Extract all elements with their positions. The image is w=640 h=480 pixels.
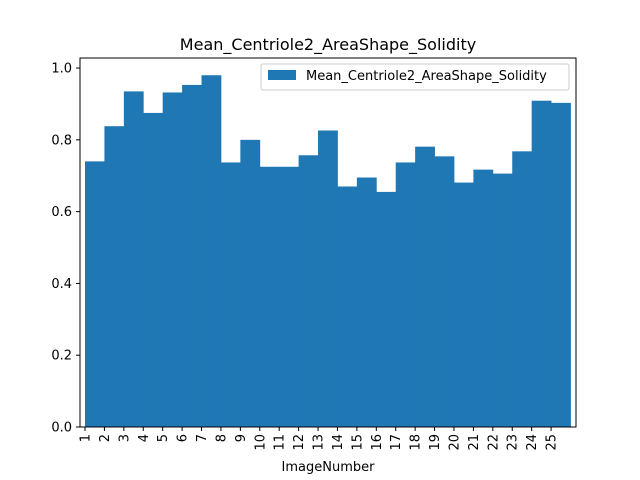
x-tick-label: 5 bbox=[156, 434, 171, 442]
bar-2 bbox=[104, 126, 125, 428]
y-tick-label: 0.8 bbox=[51, 133, 72, 148]
y-tick-label: 0.2 bbox=[51, 349, 72, 364]
x-tick-label: 24 bbox=[525, 434, 540, 451]
y-tick-label: 0.6 bbox=[51, 205, 72, 220]
bar-10 bbox=[259, 166, 280, 428]
plot-frame bbox=[79, 57, 577, 428]
legend-box bbox=[260, 63, 570, 91]
bar-13 bbox=[318, 130, 338, 427]
bar-11 bbox=[279, 166, 300, 428]
bar-20 bbox=[453, 182, 474, 427]
bar-15 bbox=[356, 177, 377, 427]
bar-12 bbox=[298, 155, 319, 427]
x-axis-label: ImageNumber bbox=[282, 460, 376, 475]
bar-9 bbox=[240, 139, 261, 428]
x-tick-label: 12 bbox=[292, 434, 307, 451]
x-tick-label: 6 bbox=[176, 434, 191, 442]
x-tick-label: 9 bbox=[234, 434, 249, 442]
bar-5 bbox=[162, 92, 183, 428]
bar-19 bbox=[434, 156, 455, 427]
x-tick-label: 13 bbox=[312, 434, 327, 451]
x-tick-label: 14 bbox=[331, 434, 346, 451]
x-tick-label: 8 bbox=[214, 434, 229, 442]
x-tick-label: 10 bbox=[253, 434, 268, 451]
x-tick-label: 25 bbox=[545, 434, 560, 451]
x-tick-label: 18 bbox=[409, 434, 424, 451]
bar-21 bbox=[473, 169, 494, 427]
x-tick-label: 3 bbox=[117, 434, 132, 442]
bar-25 bbox=[551, 102, 571, 427]
legend-label: Mean_Centriole2_AreaShape_Solidity bbox=[306, 69, 547, 84]
x-tick-label: 20 bbox=[447, 434, 462, 451]
y-tick-label: 0.0 bbox=[51, 421, 72, 436]
legend-swatch bbox=[268, 70, 296, 80]
x-tick-label: 21 bbox=[467, 434, 482, 451]
bar-17 bbox=[395, 162, 416, 427]
bar-8 bbox=[220, 162, 241, 427]
bar-14 bbox=[337, 186, 358, 427]
x-tick-label: 4 bbox=[137, 434, 152, 442]
x-tick-label: 16 bbox=[370, 434, 385, 451]
x-tick-label: 2 bbox=[98, 434, 113, 442]
chart-title: Mean_Centriole2_AreaShape_Solidity bbox=[180, 35, 476, 55]
bar-4 bbox=[143, 112, 164, 428]
x-axis: 1 2 3 4 5 6 7 8 9 10 11 12 13 14 15 16 17 18 19 20 21 22 23 24 2… bbox=[79, 427, 560, 451]
bar-18 bbox=[415, 146, 435, 427]
x-tick-label: 19 bbox=[428, 434, 443, 451]
bar-16 bbox=[376, 191, 397, 427]
x-tick-label: 1 bbox=[79, 434, 94, 442]
bars-group bbox=[85, 75, 571, 428]
y-tick-label: 1.0 bbox=[51, 62, 72, 77]
bar-3 bbox=[123, 91, 144, 427]
x-tick-label: 11 bbox=[273, 434, 288, 451]
x-tick-label: 15 bbox=[350, 434, 365, 451]
bar-24 bbox=[531, 100, 552, 428]
x-tick-label: 23 bbox=[506, 434, 521, 451]
y-axis: 0.0 0.2 0.4 0.6 0.8 1.0 bbox=[51, 62, 80, 436]
bar-7 bbox=[201, 75, 222, 428]
x-tick-label: 7 bbox=[195, 434, 210, 442]
x-tick-label: 22 bbox=[486, 434, 501, 451]
bar-6 bbox=[182, 84, 202, 427]
legend: Mean_Centriole2_AreaShape_Solidity bbox=[260, 63, 570, 91]
y-tick-label: 0.4 bbox=[51, 277, 72, 292]
bar-23 bbox=[512, 151, 533, 427]
x-tick-label: 17 bbox=[389, 434, 404, 451]
bar-1 bbox=[85, 161, 105, 427]
bar-22 bbox=[492, 173, 513, 427]
